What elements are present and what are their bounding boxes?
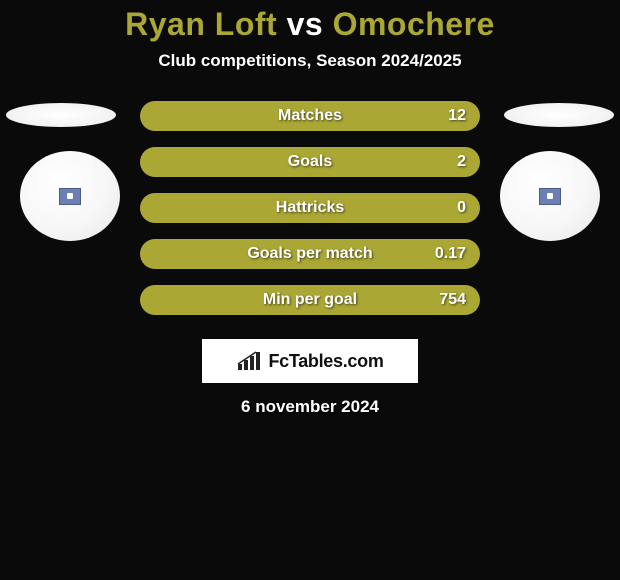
- brand-bars-icon: [236, 350, 262, 372]
- stats-area: Matches 12 Goals 2 Hattricks 0 Goals per…: [0, 101, 620, 331]
- brand-box[interactable]: FcTables.com: [202, 339, 418, 383]
- stat-value: 12: [448, 107, 466, 125]
- subtitle: Club competitions, Season 2024/2025: [0, 51, 620, 71]
- stat-pill-min-per-goal: Min per goal 754: [140, 285, 480, 315]
- page-title: Ryan Loft vs Omochere: [0, 6, 620, 43]
- vs-text: vs: [287, 6, 324, 42]
- stat-label: Min per goal: [263, 291, 357, 309]
- brand-text: FcTables.com: [268, 351, 383, 372]
- stat-label: Hattricks: [276, 199, 344, 217]
- stat-row: Goals 2: [0, 147, 620, 193]
- stat-row: Matches 12: [0, 101, 620, 147]
- player2-name: Omochere: [333, 6, 495, 42]
- stat-pill-goals: Goals 2: [140, 147, 480, 177]
- stat-pill-goals-per-match: Goals per match 0.17: [140, 239, 480, 269]
- comparison-widget: Ryan Loft vs Omochere Club competitions,…: [0, 0, 620, 417]
- stat-value: 2: [457, 153, 466, 171]
- stat-row: Min per goal 754: [0, 285, 620, 331]
- stat-row: Goals per match 0.17: [0, 239, 620, 285]
- player1-name: Ryan Loft: [125, 6, 277, 42]
- stat-pill-matches: Matches 12: [140, 101, 480, 131]
- stat-label: Matches: [278, 107, 342, 125]
- stat-value: 0: [457, 199, 466, 217]
- date-text: 6 november 2024: [0, 397, 620, 417]
- stat-value: 754: [439, 291, 466, 309]
- stat-row: Hattricks 0: [0, 193, 620, 239]
- stat-label: Goals per match: [247, 245, 372, 263]
- stat-value: 0.17: [435, 245, 466, 263]
- stat-label: Goals: [288, 153, 332, 171]
- stat-pill-hattricks: Hattricks 0: [140, 193, 480, 223]
